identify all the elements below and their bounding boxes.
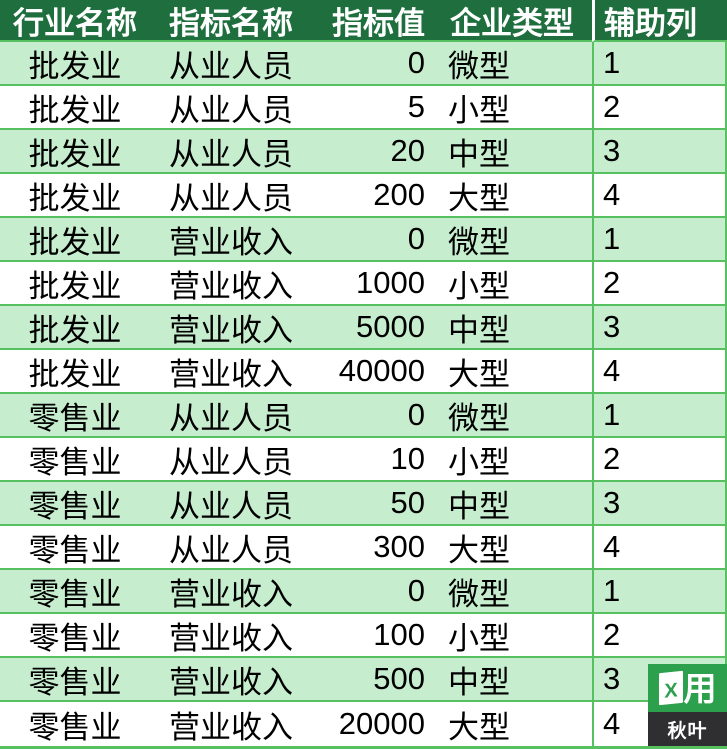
- cell-indicator-value[interactable]: 100: [312, 614, 432, 658]
- cell-company-type[interactable]: 大型: [432, 702, 592, 746]
- cell-industry-name[interactable]: 批发业: [0, 130, 150, 174]
- cell-indicator-name[interactable]: 从业人员: [150, 438, 312, 482]
- cell-indicator-name[interactable]: 从业人员: [150, 482, 312, 526]
- cell-indicator-name[interactable]: 营业收入: [150, 218, 312, 262]
- cell-indicator-value[interactable]: 0: [312, 218, 432, 262]
- header-indicator-value[interactable]: 指标值: [312, 0, 432, 42]
- cell-company-type[interactable]: 微型: [432, 570, 592, 614]
- cell-helper-column[interactable]: 2: [592, 86, 727, 130]
- cell-helper-column[interactable]: 3: [592, 306, 727, 350]
- cell-industry-name[interactable]: 零售业: [0, 438, 150, 482]
- cell-industry-name[interactable]: 批发业: [0, 218, 150, 262]
- cell-company-type[interactable]: 中型: [432, 130, 592, 174]
- header-indicator-name[interactable]: 指标名称: [150, 0, 312, 42]
- cell-indicator-name[interactable]: 营业收入: [150, 702, 312, 746]
- header-company-type[interactable]: 企业类型: [432, 0, 592, 42]
- excel-sheet-icon: X: [658, 670, 683, 706]
- cell-indicator-value[interactable]: 0: [312, 42, 432, 86]
- cell-helper-column[interactable]: 1: [592, 42, 727, 86]
- cell-helper-column[interactable]: 4: [592, 174, 727, 218]
- cell-company-type[interactable]: 微型: [432, 218, 592, 262]
- cell-industry-name[interactable]: 批发业: [0, 262, 150, 306]
- cell-indicator-value[interactable]: 1000: [312, 262, 432, 306]
- cell-industry-name[interactable]: 零售业: [0, 570, 150, 614]
- cell-helper-column[interactable]: 4: [592, 350, 727, 394]
- cell-indicator-value[interactable]: 200: [312, 174, 432, 218]
- cell-helper-column[interactable]: 2: [592, 438, 727, 482]
- cell-company-type[interactable]: 大型: [432, 526, 592, 570]
- cell-company-type[interactable]: 大型: [432, 350, 592, 394]
- cell-indicator-value[interactable]: 0: [312, 570, 432, 614]
- cell-indicator-value[interactable]: 300: [312, 526, 432, 570]
- cell-industry-name[interactable]: 批发业: [0, 174, 150, 218]
- cell-indicator-name[interactable]: 从业人员: [150, 86, 312, 130]
- excel-logo-icon: X 用: [648, 664, 727, 712]
- cell-company-type[interactable]: 微型: [432, 394, 592, 438]
- cell-helper-column[interactable]: 1: [592, 394, 727, 438]
- cell-helper-column[interactable]: 4: [592, 526, 727, 570]
- cell-helper-column[interactable]: 3: [592, 482, 727, 526]
- watermark-brand-label: 秋叶: [648, 712, 727, 746]
- cell-helper-column[interactable]: 2: [592, 262, 727, 306]
- cell-industry-name[interactable]: 零售业: [0, 658, 150, 702]
- cell-indicator-name[interactable]: 营业收入: [150, 306, 312, 350]
- cell-company-type[interactable]: 微型: [432, 42, 592, 86]
- cell-indicator-name[interactable]: 营业收入: [150, 262, 312, 306]
- cell-company-type[interactable]: 小型: [432, 614, 592, 658]
- cell-company-type[interactable]: 中型: [432, 482, 592, 526]
- cell-company-type[interactable]: 大型: [432, 174, 592, 218]
- cell-helper-column[interactable]: 1: [592, 218, 727, 262]
- cell-company-type[interactable]: 中型: [432, 658, 592, 702]
- cell-indicator-value[interactable]: 20: [312, 130, 432, 174]
- cell-indicator-name[interactable]: 营业收入: [150, 614, 312, 658]
- cell-industry-name[interactable]: 批发业: [0, 306, 150, 350]
- cell-company-type[interactable]: 小型: [432, 86, 592, 130]
- cell-indicator-name[interactable]: 从业人员: [150, 130, 312, 174]
- cell-industry-name[interactable]: 零售业: [0, 526, 150, 570]
- cell-industry-name[interactable]: 零售业: [0, 614, 150, 658]
- cell-industry-name[interactable]: 零售业: [0, 394, 150, 438]
- cell-industry-name[interactable]: 零售业: [0, 482, 150, 526]
- cell-indicator-value[interactable]: 5: [312, 86, 432, 130]
- table-grid-icon: 用: [683, 669, 717, 707]
- cell-indicator-name[interactable]: 从业人员: [150, 526, 312, 570]
- header-industry-name[interactable]: 行业名称: [0, 0, 150, 42]
- cell-company-type[interactable]: 小型: [432, 438, 592, 482]
- cell-indicator-value[interactable]: 5000: [312, 306, 432, 350]
- cell-industry-name[interactable]: 零售业: [0, 702, 150, 746]
- cell-indicator-name[interactable]: 从业人员: [150, 394, 312, 438]
- cell-indicator-value[interactable]: 10: [312, 438, 432, 482]
- cell-indicator-name[interactable]: 营业收入: [150, 570, 312, 614]
- header-helper-column[interactable]: 辅助列: [592, 0, 727, 42]
- cell-industry-name[interactable]: 批发业: [0, 42, 150, 86]
- cell-industry-name[interactable]: 批发业: [0, 350, 150, 394]
- cell-indicator-name[interactable]: 营业收入: [150, 350, 312, 394]
- cell-indicator-name[interactable]: 从业人员: [150, 42, 312, 86]
- cell-helper-column[interactable]: 1: [592, 570, 727, 614]
- cell-company-type[interactable]: 中型: [432, 306, 592, 350]
- cell-indicator-value[interactable]: 500: [312, 658, 432, 702]
- cell-indicator-name[interactable]: 从业人员: [150, 174, 312, 218]
- cell-indicator-value[interactable]: 0: [312, 394, 432, 438]
- cell-industry-name[interactable]: 批发业: [0, 86, 150, 130]
- excel-x-letter: X: [663, 679, 678, 703]
- cell-helper-column[interactable]: 3: [592, 130, 727, 174]
- cell-indicator-name[interactable]: 营业收入: [150, 658, 312, 702]
- cell-company-type[interactable]: 小型: [432, 262, 592, 306]
- cell-helper-column[interactable]: 2: [592, 614, 727, 658]
- cell-indicator-value[interactable]: 50: [312, 482, 432, 526]
- cell-indicator-value[interactable]: 20000: [312, 702, 432, 746]
- qiuye-excel-watermark: X 用 秋叶: [648, 664, 727, 746]
- cell-indicator-value[interactable]: 40000: [312, 350, 432, 394]
